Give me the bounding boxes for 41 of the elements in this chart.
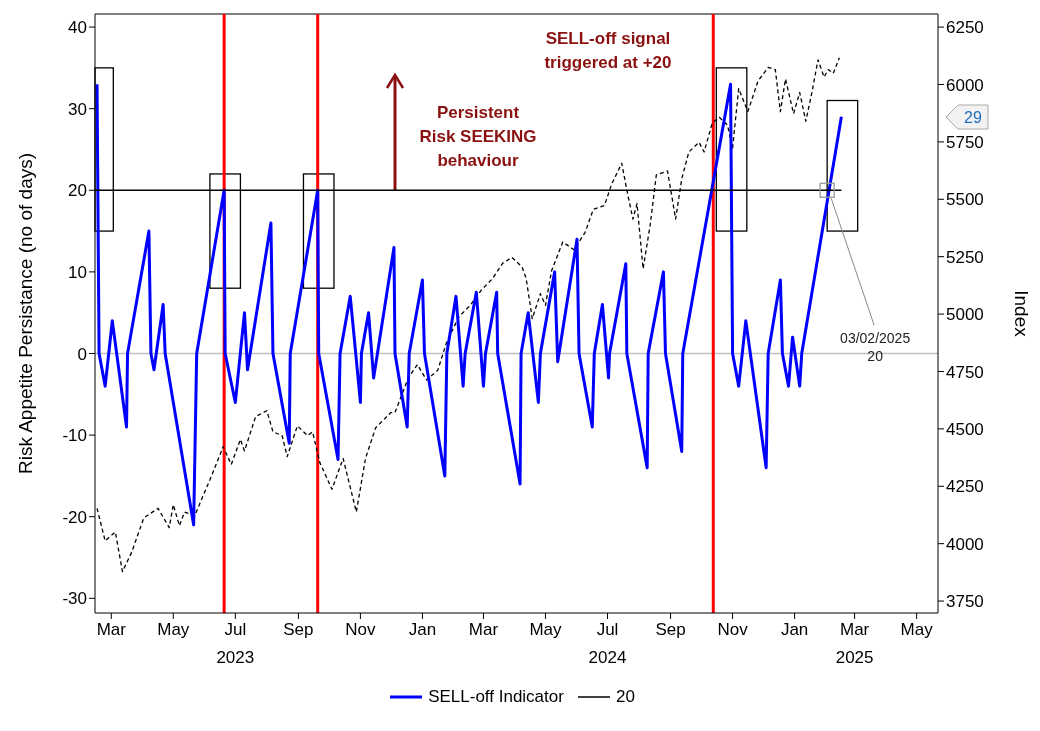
y2-tick-label: 5750 [946,132,984,152]
x-tick-label: Mar [96,620,127,639]
y-tick-label: -20 [62,507,87,527]
y2-tick-label: 4500 [946,419,984,439]
y-axis-title: Risk Appetite Persistance (no of days) [14,152,36,475]
y2-tick-label: 6000 [946,75,984,95]
x-tick-label: May [900,620,934,639]
y2-tick-label: 4750 [946,362,984,382]
y-tick-label: 10 [68,262,87,282]
y2-tick-label: 3750 [946,592,984,612]
x-tick-label: Sep [655,620,686,639]
x-tick-label: Mar [468,620,499,639]
y-tick-label: 20 [68,181,87,201]
x-tick-label: Nov [717,620,749,639]
x-tick-label: May [157,620,190,639]
y-tick-label: -10 [62,426,87,446]
x-tick-label: May [529,620,563,639]
annotation: 03/02/2025 20 [840,330,911,365]
y2-tick-label: 5250 [946,247,984,267]
annotation: Persistent Risk SEEKING behaviour [419,103,537,170]
text: 29 [964,109,982,126]
x-tick-label: Jan [408,620,437,639]
y-tick-label: -30 [62,589,87,609]
annotation: SELL-off signal triggered at +20 [544,29,672,72]
y2-tick-label: 6250 [946,18,984,38]
y2-tick-label: 5000 [946,305,984,325]
y-tick-label: 0 [77,344,87,364]
x-tick-label: Jan [780,620,809,639]
x-tick-label: Jul 2024 [588,620,627,667]
y2-tick-label: 4250 [946,477,984,497]
x-tick-label: Jul 2023 [216,620,255,667]
y2-tick-label: 4000 [946,534,984,554]
y2-axis-title: Index [1011,290,1033,338]
x-tick-label: Nov [345,620,377,639]
y2-tick-label: 5500 [946,190,984,210]
y-tick-label: 40 [68,18,87,38]
legend-label: 20 [615,687,635,707]
legend-label: SELL-off Indicator [428,687,564,707]
x-tick-label: Mar 2025 [835,620,874,667]
y-tick-label: 30 [68,99,87,119]
x-tick-label: Sep [283,620,314,639]
